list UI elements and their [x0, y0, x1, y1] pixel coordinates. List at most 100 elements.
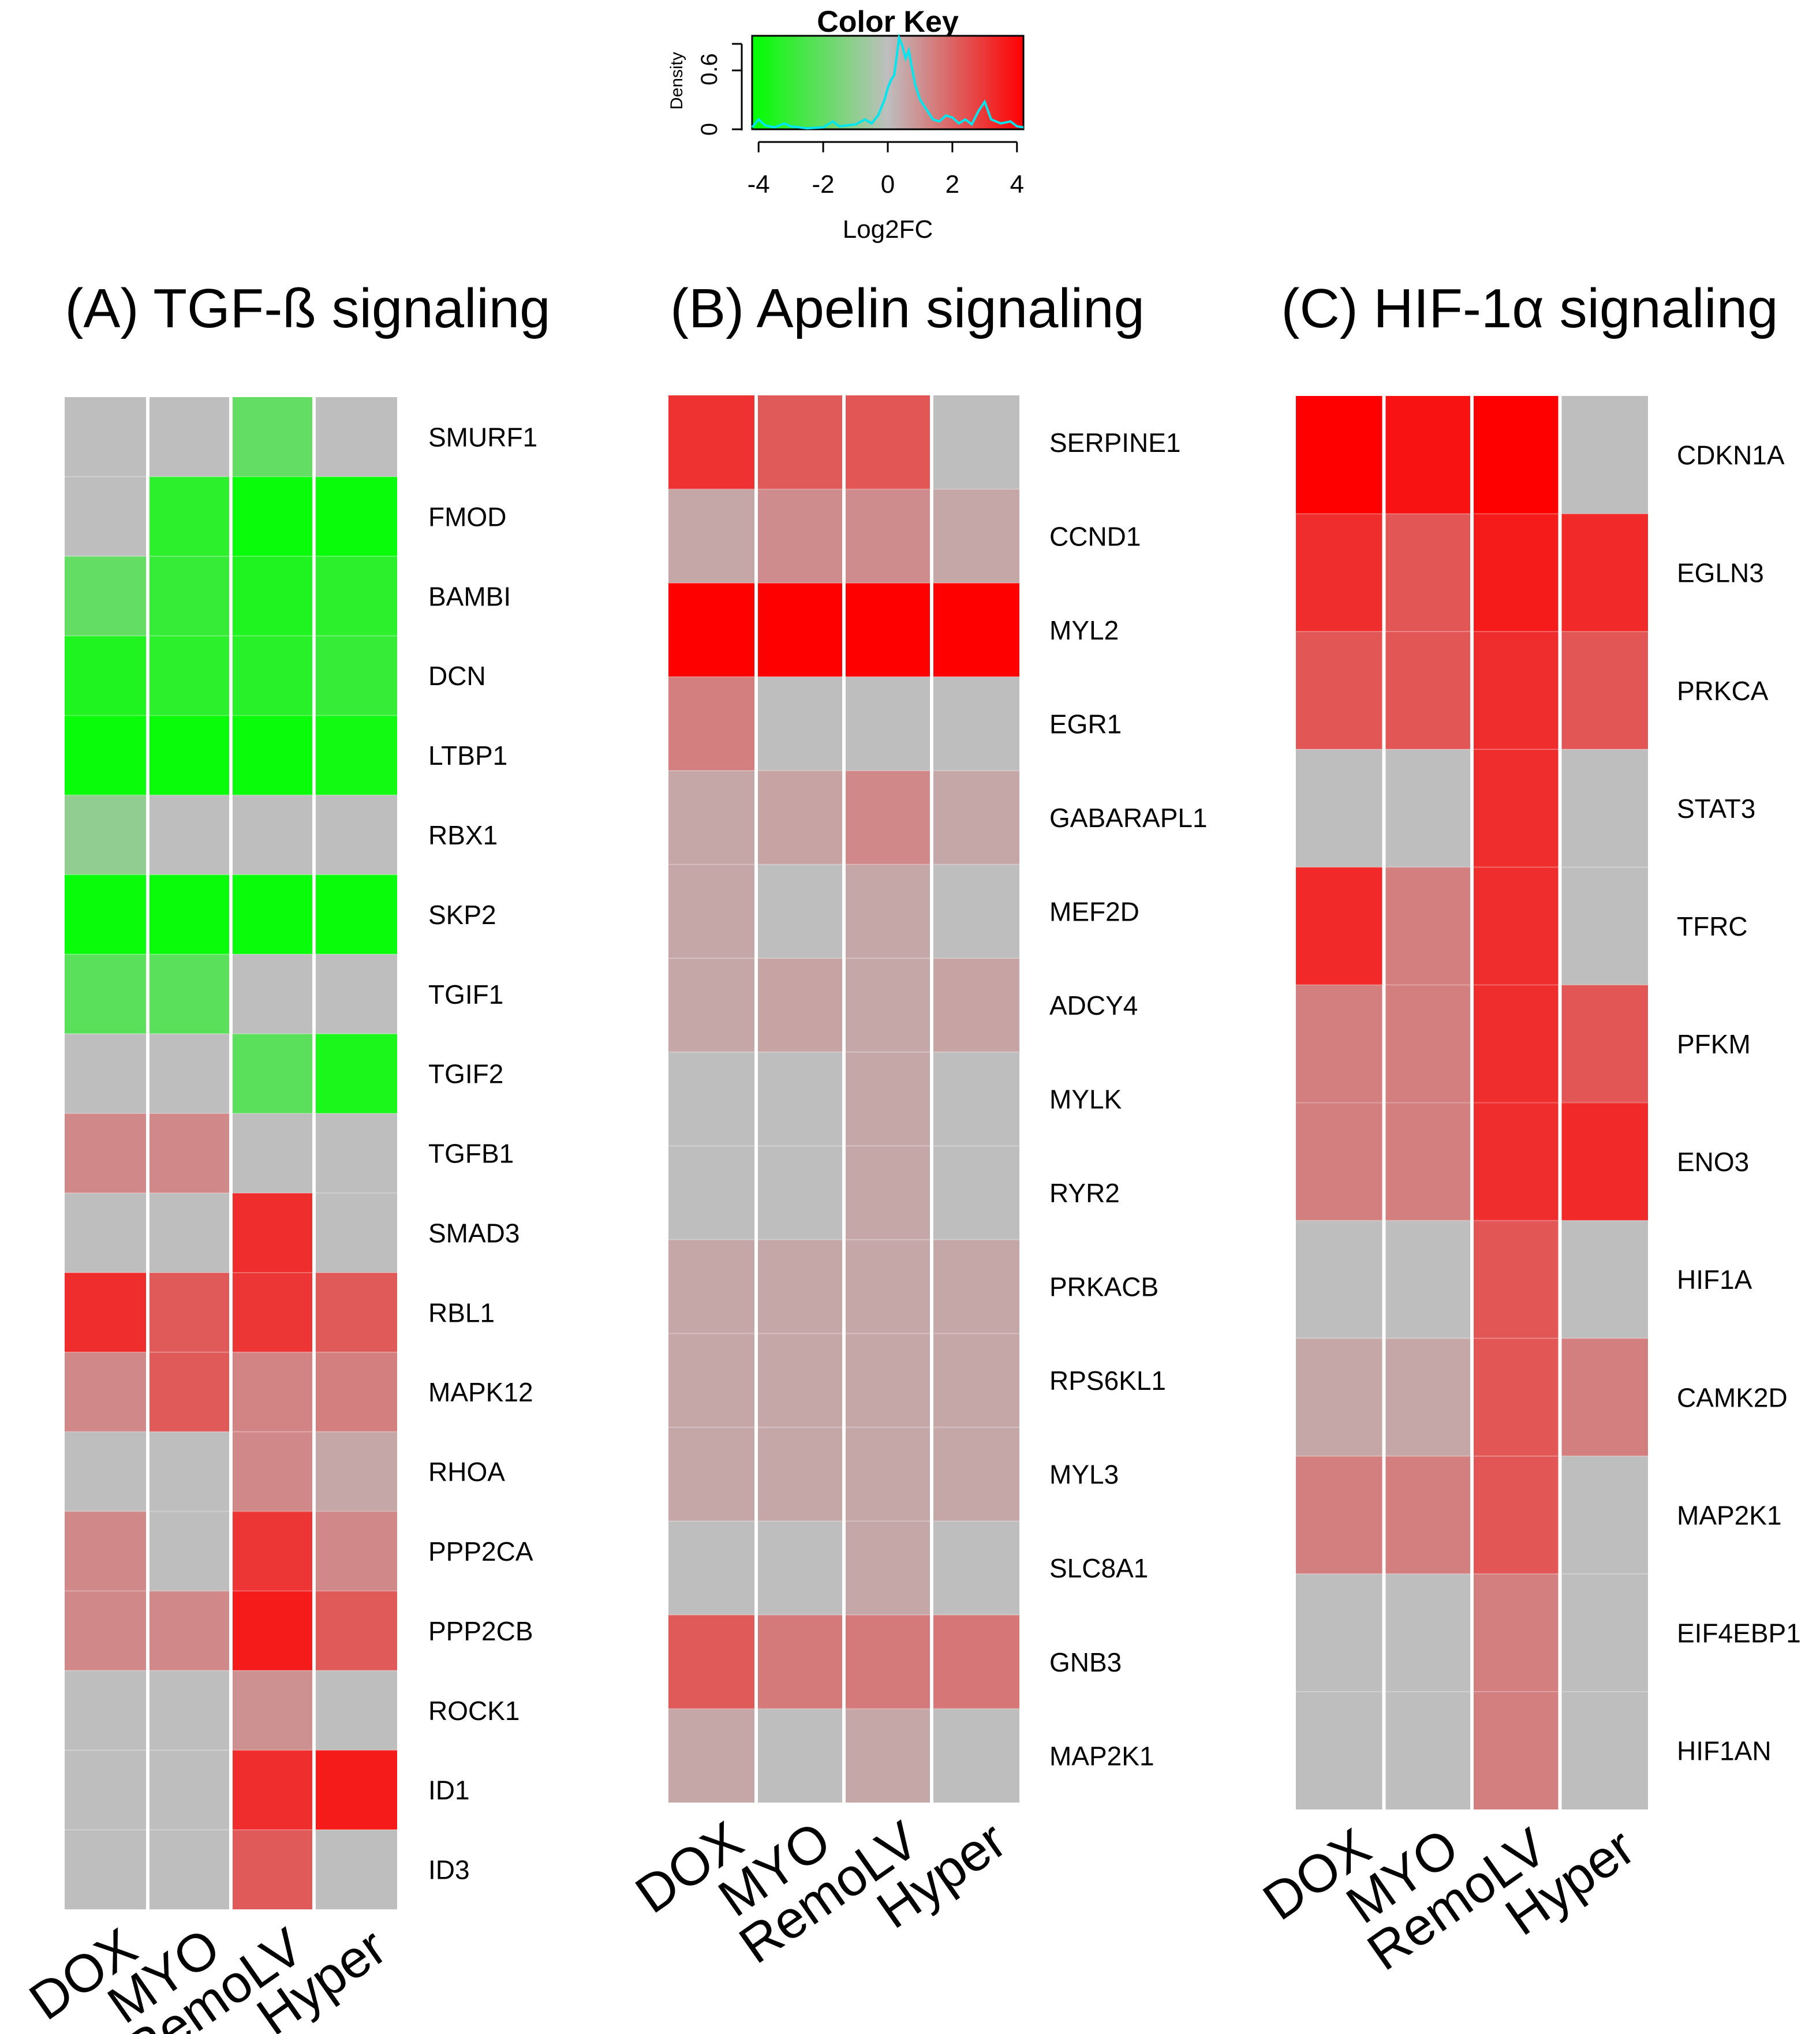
heatmap-cell-tfrc-dox	[1296, 867, 1384, 985]
heatmap-cell-rbx1-hyper	[314, 795, 397, 875]
heatmap-cell-prkacb-myo	[756, 1239, 844, 1334]
row-label: SLC8A1	[1049, 1553, 1148, 1583]
heatmap-cell-rock1-dox	[65, 1670, 148, 1751]
heatmap-cell-ltbp1-dox	[65, 715, 148, 795]
heatmap-cell-eno3-hyper	[1560, 1102, 1648, 1221]
heatmap-cell-rhoa-myo	[148, 1431, 231, 1512]
heatmap-cell-adcy4-myo	[756, 958, 844, 1052]
heatmap-cell-ltbp1-myo	[148, 715, 231, 795]
heatmap-cell-mapk12-myo	[148, 1352, 231, 1432]
heatmap-cell-adcy4-remolv	[844, 958, 932, 1052]
heatmap-cell-ppp2cb-hyper	[314, 1591, 397, 1671]
color-key-x-tick-label: -4	[748, 170, 770, 199]
heatmap-cell-smurf1-myo	[148, 397, 231, 477]
heatmap-cell-pfkm-dox	[1296, 985, 1384, 1103]
heatmap-cell-eno3-remolv	[1472, 1102, 1560, 1221]
heatmap-cell-hif1an-dox	[1296, 1691, 1384, 1809]
row-label: GABARAPL1	[1049, 803, 1208, 833]
heatmap-cell-id1-dox	[65, 1750, 148, 1830]
row-label: PPP2CA	[428, 1536, 533, 1566]
heatmap-cell-mylk-dox	[668, 1052, 756, 1146]
heatmap-cell-adcy4-dox	[668, 958, 756, 1052]
heatmap-cell-serpine1-dox	[668, 395, 756, 489]
heatmap-cell-fmod-hyper	[314, 476, 397, 556]
heatmap-cell-hif1a-myo	[1384, 1220, 1472, 1338]
row-labels: SMURF1 FMOD BAMBI DCN LTBP1 RBX1 SKP2 TGIF1 TGIF…	[428, 422, 537, 1885]
color-key-y-tick-label: 0.6	[697, 53, 722, 85]
heatmap-cell-tgif2-hyper	[314, 1034, 397, 1114]
row-label: EIF4EBP1	[1677, 1618, 1801, 1648]
row-label: STAT3	[1677, 794, 1755, 824]
color-key-y-tick-label: 0	[697, 123, 722, 136]
row-label: RBX1	[428, 820, 498, 850]
row-label: SKP2	[428, 900, 496, 930]
heatmap-cell-ppp2ca-dox	[65, 1511, 148, 1591]
row-label: CDKN1A	[1677, 440, 1785, 470]
row-label: MAP2K1	[1677, 1500, 1782, 1530]
heatmap-cell-pfkm-hyper	[1560, 985, 1648, 1103]
heatmap-cell-map2k1-hyper	[932, 1708, 1019, 1803]
heatmap-cell-serpine1-hyper	[932, 395, 1019, 489]
heatmap-cell-mylk-remolv	[844, 1052, 932, 1146]
heatmap-cell-hif1a-dox	[1296, 1220, 1384, 1338]
heatmap-cell-mef2d-myo	[756, 864, 844, 959]
heatmap-cell-skp2-myo	[148, 874, 231, 955]
row-label: ID3	[428, 1855, 470, 1885]
heatmap-cells	[668, 395, 1019, 1803]
heatmap-cell-cdkn1a-remolv	[1472, 396, 1560, 514]
heatmap-cell-myl3-remolv	[844, 1427, 932, 1521]
heatmap-cell-smad3-remolv	[231, 1192, 314, 1273]
heatmap-cell-tgif2-myo	[148, 1034, 231, 1114]
heatmap-cell-stat3-dox	[1296, 749, 1384, 868]
heatmap-cell-gnb3-hyper	[932, 1614, 1019, 1709]
heatmap-cell-dcn-myo	[148, 635, 231, 716]
heatmap-cell-slc8a1-hyper	[932, 1521, 1019, 1615]
heatmap-cell-myl3-dox	[668, 1427, 756, 1521]
heatmap-cell-bambi-dox	[65, 556, 148, 636]
row-label: RPS6KL1	[1049, 1366, 1166, 1396]
heatmap-cell-rhoa-hyper	[314, 1431, 397, 1512]
row-label: CAMK2D	[1677, 1382, 1788, 1412]
heatmap-cell-egln3-myo	[1384, 514, 1472, 632]
heatmap-cell-ppp2ca-myo	[148, 1511, 231, 1591]
heatmap-cell-map2k1-myo	[1384, 1456, 1472, 1574]
heatmap-cell-gnb3-myo	[756, 1614, 844, 1709]
heatmap-cell-ppp2cb-dox	[65, 1591, 148, 1671]
color-key-ylabel: Density	[667, 52, 686, 110]
heatmap-cell-stat3-myo	[1384, 749, 1472, 868]
heatmap-cells	[65, 397, 397, 1909]
heatmap-cell-tgfb1-myo	[148, 1113, 231, 1193]
color-key-title: Color Key	[817, 5, 959, 39]
heatmap-panel-apelin: (B) Apelin signaling SERPINE1 CCND1 MYL2 EG…	[625, 278, 1207, 1975]
heatmap-cell-serpine1-remolv	[844, 395, 932, 489]
heatmap-cell-egr1-hyper	[932, 676, 1019, 771]
heatmap-cell-fmod-myo	[148, 476, 231, 556]
heatmap-cell-adcy4-hyper	[932, 958, 1019, 1052]
heatmap-cell-rock1-remolv	[231, 1670, 314, 1751]
heatmap-cell-tfrc-hyper	[1560, 867, 1648, 985]
heatmap-cell-mef2d-hyper	[932, 864, 1019, 959]
heatmap-cell-cdkn1a-hyper	[1560, 396, 1648, 514]
heatmap-cell-mef2d-dox	[668, 864, 756, 959]
heatmap-cell-rhoa-remolv	[231, 1431, 314, 1512]
heatmap-cell-rbx1-remolv	[231, 795, 314, 875]
heatmap-cell-mylk-myo	[756, 1052, 844, 1146]
heatmap-cell-slc8a1-remolv	[844, 1521, 932, 1615]
heatmap-cell-smurf1-dox	[65, 397, 148, 477]
heatmap-cell-rock1-hyper	[314, 1670, 397, 1751]
heatmap-cell-skp2-remolv	[231, 874, 314, 955]
color-key-density-line	[751, 33, 1024, 130]
heatmap-cell-prkacb-dox	[668, 1239, 756, 1334]
heatmap-cell-rbx1-myo	[148, 795, 231, 875]
heatmap-cell-rhoa-dox	[65, 1431, 148, 1512]
heatmap-cell-rbl1-myo	[148, 1272, 231, 1352]
heatmap-cell-ryr2-hyper	[932, 1146, 1019, 1240]
color-key-xlabel: Log2FC	[843, 215, 933, 244]
heatmap-cell-ltbp1-hyper	[314, 715, 397, 795]
heatmap-cell-egln3-hyper	[1560, 514, 1648, 632]
heatmap-cell-gabarapl1-hyper	[932, 771, 1019, 865]
row-label: TGIF2	[428, 1059, 503, 1089]
heatmap-cell-prkca-dox	[1296, 631, 1384, 750]
heatmap-panel-hif1a: (C) HIF-1α signaling CDKN1A EGLN3 PRKCA STA…	[1253, 278, 1801, 1982]
row-label: SERPINE1	[1049, 428, 1181, 458]
